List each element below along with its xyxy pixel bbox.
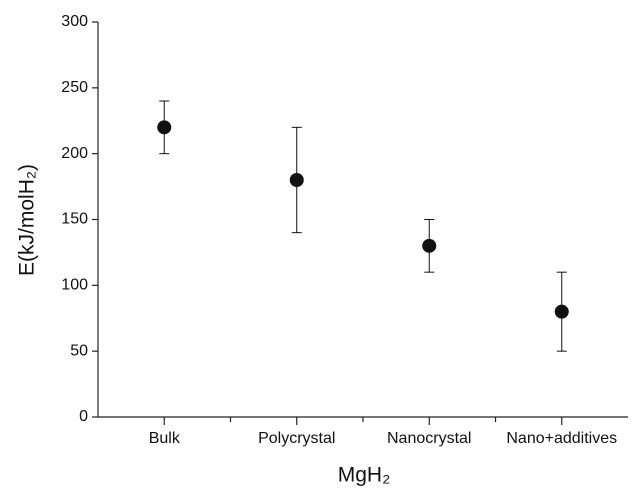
y-tick-label: 0 [79, 408, 88, 425]
x-tick-label: Polycrystal [258, 430, 335, 447]
y-tick-label: 150 [61, 211, 88, 228]
y-tick-label: 250 [61, 79, 88, 96]
y-tick-label: 300 [61, 13, 88, 30]
x-axis-label: MgH₂ [338, 464, 391, 487]
y-axis-label: E(kJ/molH₂) [16, 164, 39, 276]
x-tick-label: Bulk [149, 430, 181, 447]
point [554, 304, 569, 319]
y-tick-label: 100 [61, 277, 88, 294]
y-tick-label: 200 [61, 145, 88, 162]
x-tick-label: Nano+additives [506, 430, 617, 447]
x-tick-label: Nanocrystal [387, 430, 471, 447]
y-tick-label: 50 [70, 342, 88, 359]
point [157, 120, 172, 135]
point [289, 173, 304, 187]
point [422, 238, 437, 253]
